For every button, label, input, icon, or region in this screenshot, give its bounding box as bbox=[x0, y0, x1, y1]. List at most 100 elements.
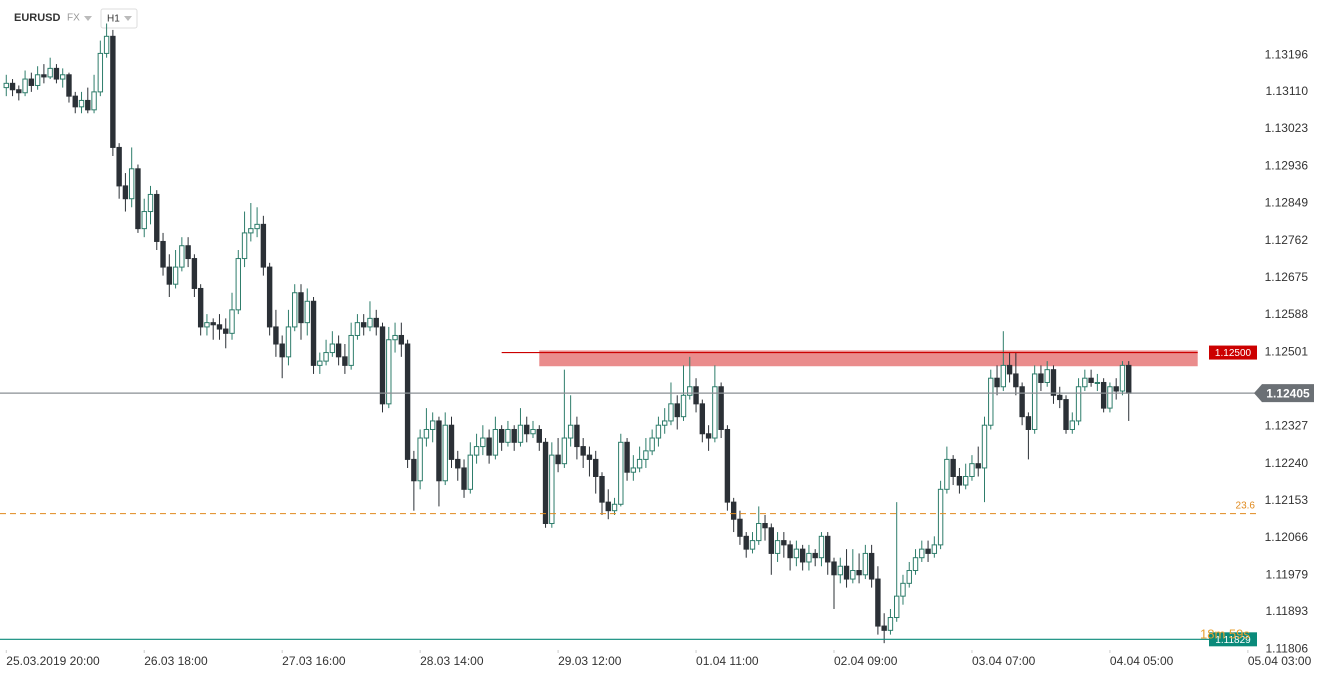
candle-body bbox=[944, 458, 950, 490]
dropdown-arrow[interactable] bbox=[124, 16, 132, 21]
y-tick-label: 1.11893 bbox=[1266, 604, 1309, 618]
candle-body bbox=[404, 343, 411, 460]
dropdown-arrow[interactable] bbox=[84, 16, 92, 21]
x-tick-label: 25.03.2019 20:00 bbox=[6, 654, 100, 668]
candle-body bbox=[1057, 394, 1063, 401]
x-tick-label: 29.03 12:00 bbox=[558, 654, 622, 668]
candle-body bbox=[248, 228, 254, 234]
y-tick-label: 1.13110 bbox=[1266, 84, 1309, 98]
candle-body bbox=[825, 535, 831, 563]
candle-body bbox=[818, 535, 825, 559]
candle-body bbox=[517, 424, 524, 443]
candle-body bbox=[16, 89, 22, 94]
candle-body bbox=[856, 570, 862, 576]
candle-body bbox=[1025, 416, 1032, 430]
candle-body bbox=[887, 617, 894, 631]
candle-body bbox=[423, 428, 430, 439]
candle-body bbox=[850, 570, 856, 580]
candle-body bbox=[668, 403, 674, 422]
candle-body bbox=[166, 266, 173, 285]
symbol[interactable]: EURUSD bbox=[14, 12, 61, 24]
candle-body bbox=[1031, 373, 1038, 430]
price-label-box bbox=[1254, 384, 1314, 403]
candle-body bbox=[342, 356, 348, 366]
candle-body bbox=[699, 403, 706, 435]
candle-body bbox=[1019, 386, 1025, 418]
interval-box[interactable] bbox=[100, 8, 138, 29]
candle-body bbox=[969, 463, 975, 477]
candle-body bbox=[392, 334, 398, 341]
candle-body bbox=[1119, 364, 1126, 392]
candle-body bbox=[812, 552, 818, 559]
candle-body bbox=[323, 352, 329, 362]
candle-body bbox=[1082, 377, 1088, 388]
candle-body bbox=[1088, 377, 1094, 383]
y-tick-label: 1.13196 bbox=[1265, 47, 1309, 61]
candle-body bbox=[34, 74, 41, 86]
candle-body bbox=[643, 450, 649, 460]
level-label-box bbox=[1209, 345, 1257, 360]
candle-body bbox=[919, 548, 925, 559]
candle-body bbox=[655, 424, 662, 439]
plot: 1.13196 1.13110 1.13023 1.12936 1.12849 1.127… bbox=[0, 23, 1314, 668]
y-tick-label: 1.12762 bbox=[1265, 233, 1309, 247]
candle-body bbox=[304, 300, 310, 324]
candle-body bbox=[235, 258, 241, 311]
x-tick-label: 03.04 07:00 bbox=[972, 654, 1036, 668]
candle-body bbox=[605, 501, 611, 512]
candle-body bbox=[110, 35, 116, 148]
candle-body bbox=[894, 595, 900, 619]
candle-body bbox=[448, 424, 455, 460]
candle-body bbox=[141, 211, 147, 230]
y-tick-label: 1.13023 bbox=[1265, 121, 1309, 135]
candle-body bbox=[498, 428, 505, 443]
candle-body bbox=[618, 441, 624, 505]
candle-body bbox=[950, 458, 956, 477]
candle-body bbox=[9, 82, 16, 91]
candle-body bbox=[1107, 386, 1113, 409]
x-tick-label: 26.03 18:00 bbox=[144, 654, 208, 668]
market[interactable]: FX bbox=[67, 13, 80, 24]
candle-body bbox=[1126, 364, 1132, 394]
candle-body bbox=[461, 467, 467, 490]
candle-body bbox=[455, 458, 461, 469]
candle-body bbox=[72, 95, 78, 108]
candle-body bbox=[505, 428, 511, 443]
candle-body bbox=[981, 424, 988, 469]
candle-body bbox=[724, 428, 731, 503]
candle-body bbox=[486, 437, 492, 456]
candle-body bbox=[91, 91, 97, 111]
candle-body bbox=[3, 82, 9, 89]
candle-body bbox=[649, 437, 655, 452]
candle-body bbox=[229, 309, 235, 334]
candle-body bbox=[749, 540, 756, 550]
x-tick-label: 04.04 05:00 bbox=[1110, 654, 1174, 668]
candle-body bbox=[868, 552, 875, 580]
y-tick-label: 1.12240 bbox=[1265, 456, 1309, 470]
candle-body bbox=[937, 488, 944, 546]
x-tick-label: 02.04 09:00 bbox=[834, 654, 898, 668]
candle-body bbox=[837, 565, 843, 576]
candle-body bbox=[712, 386, 718, 439]
candle-body bbox=[536, 428, 542, 443]
candle-body bbox=[1013, 373, 1019, 388]
candle-body bbox=[335, 343, 342, 358]
candle-body bbox=[172, 266, 179, 285]
candle-body bbox=[467, 454, 474, 490]
countdown: 18m 59s bbox=[1200, 626, 1250, 641]
candle-body bbox=[473, 446, 480, 456]
candle-body bbox=[718, 386, 724, 430]
candle-body bbox=[310, 300, 317, 366]
candle-body bbox=[593, 458, 599, 477]
candle-body bbox=[574, 424, 580, 448]
candle-body bbox=[762, 523, 768, 529]
candle-body bbox=[386, 339, 392, 405]
candle-body bbox=[912, 557, 919, 572]
candle-body bbox=[436, 420, 442, 482]
y-tick-label: 1.12675 bbox=[1265, 270, 1309, 284]
interval[interactable]: H1 bbox=[107, 14, 120, 25]
candle-body bbox=[693, 386, 699, 405]
x-tick-label: 28.03 14:00 bbox=[420, 654, 484, 668]
candle-body bbox=[988, 377, 994, 426]
